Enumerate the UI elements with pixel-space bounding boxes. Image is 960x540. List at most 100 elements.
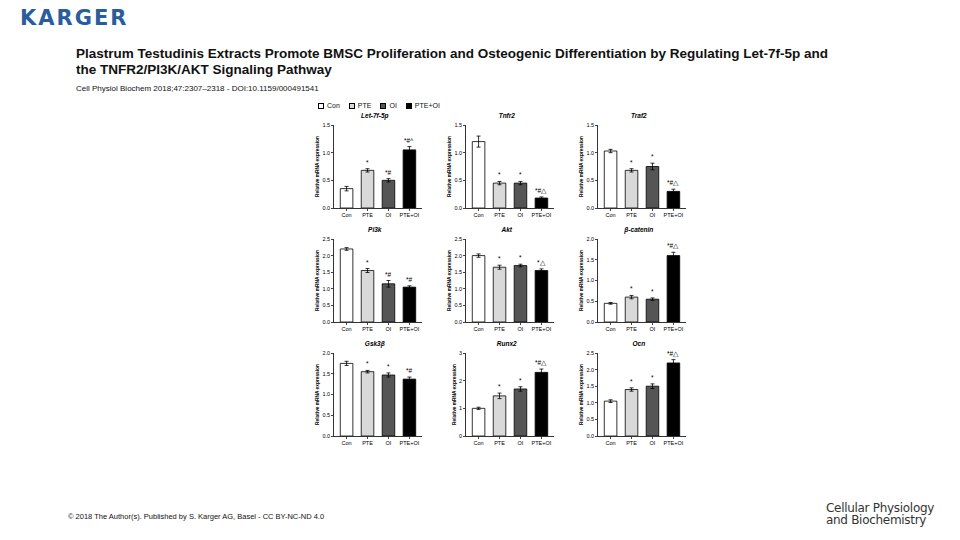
svg-text:0.0: 0.0 [322, 205, 330, 211]
svg-text:Traf2: Traf2 [631, 112, 647, 119]
svg-text:2.5: 2.5 [322, 236, 330, 242]
svg-text:PTE: PTE [494, 212, 505, 218]
svg-text:*: * [651, 153, 654, 160]
svg-text:Con: Con [474, 440, 484, 446]
svg-text:2.0: 2.0 [322, 350, 330, 356]
svg-text:*: * [630, 378, 633, 385]
svg-text:0: 0 [459, 433, 462, 439]
svg-text:*#△: *#△ [535, 187, 547, 194]
svg-text:Relative mRNA expression: Relative mRNA expression [447, 250, 452, 311]
svg-text:0.5: 0.5 [586, 298, 594, 304]
svg-text:1.5: 1.5 [586, 122, 594, 128]
svg-text:*#△: *#△ [667, 350, 679, 357]
svg-text:*#△: *#△ [667, 242, 679, 249]
svg-text:1.5: 1.5 [586, 383, 594, 389]
svg-text:2.5: 2.5 [586, 350, 594, 356]
svg-text:1.0: 1.0 [586, 150, 594, 156]
svg-text:Runx2: Runx2 [497, 340, 517, 347]
svg-text:1.5: 1.5 [322, 371, 330, 377]
svg-text:1.0: 1.0 [454, 286, 462, 292]
svg-text:*: * [498, 255, 501, 262]
svg-text:OI: OI [650, 212, 656, 218]
svg-text:Relative mRNA expression: Relative mRNA expression [579, 250, 584, 311]
svg-text:PTE+OI: PTE+OI [532, 440, 552, 446]
svg-text:PTE: PTE [626, 212, 637, 218]
svg-text:0.5: 0.5 [322, 412, 330, 418]
svg-text:*: * [387, 363, 390, 370]
svg-text:Con: Con [606, 440, 616, 446]
svg-text:Con: Con [606, 212, 616, 218]
svg-text:1.0: 1.0 [586, 400, 594, 406]
svg-text:PTE+OI: PTE+OI [532, 212, 552, 218]
svg-text:PTE: PTE [362, 212, 373, 218]
svg-text:0.5: 0.5 [586, 416, 594, 422]
svg-text:Akt: Akt [501, 226, 513, 233]
svg-text:Con: Con [474, 326, 484, 332]
svg-text:1.0: 1.0 [322, 150, 330, 156]
svg-text:*: * [366, 360, 369, 367]
svg-text:Relative mRNA expression: Relative mRNA expression [579, 136, 584, 197]
svg-text:Let-7f-5p: Let-7f-5p [361, 112, 388, 120]
svg-text:OI: OI [386, 212, 392, 218]
svg-text:*#△: *#△ [667, 179, 679, 186]
svg-text:2.0: 2.0 [454, 253, 462, 259]
svg-text:*: * [498, 383, 501, 390]
svg-text:PTE: PTE [626, 440, 637, 446]
svg-text:*#: *# [385, 271, 392, 278]
svg-text:PTE+OI: PTE+OI [664, 326, 684, 332]
svg-text:OI: OI [518, 212, 524, 218]
svg-text:1.5: 1.5 [322, 269, 330, 275]
svg-text:OI: OI [650, 326, 656, 332]
svg-text:*: * [519, 254, 522, 261]
svg-text:*#^: *#^ [404, 137, 414, 144]
svg-text:β-catenin: β-catenin [623, 226, 653, 234]
svg-text:*: * [630, 159, 633, 166]
svg-text:Relative mRNA expression: Relative mRNA expression [315, 364, 320, 425]
svg-text:Pi3k: Pi3k [368, 226, 382, 233]
svg-text:0.0: 0.0 [586, 319, 594, 325]
svg-text:*: * [366, 159, 369, 166]
svg-text:2.0: 2.0 [586, 367, 594, 373]
svg-text:2: 2 [459, 378, 462, 384]
svg-text:*△: *△ [537, 259, 546, 266]
svg-text:PTE: PTE [362, 326, 373, 332]
svg-text:1.5: 1.5 [322, 122, 330, 128]
svg-text:3: 3 [459, 350, 462, 356]
svg-text:1.5: 1.5 [454, 269, 462, 275]
svg-text:1.0: 1.0 [322, 391, 330, 397]
svg-text:1.0: 1.0 [322, 286, 330, 292]
svg-text:Con: Con [606, 326, 616, 332]
svg-text:Relative mRNA expression: Relative mRNA expression [315, 250, 320, 311]
svg-text:2.5: 2.5 [454, 236, 462, 242]
svg-text:*: * [651, 374, 654, 381]
svg-text:2.0: 2.0 [586, 236, 594, 242]
svg-text:PTE: PTE [626, 326, 637, 332]
svg-text:Con: Con [474, 212, 484, 218]
svg-text:Con: Con [342, 440, 352, 446]
svg-text:0.0: 0.0 [322, 433, 330, 439]
svg-text:*#: *# [385, 169, 392, 176]
svg-text:PTE: PTE [362, 440, 373, 446]
svg-text:Relative mRNA expression: Relative mRNA expression [579, 364, 584, 425]
svg-text:*: * [519, 377, 522, 384]
svg-text:*: * [630, 285, 633, 292]
svg-text:1: 1 [459, 405, 462, 411]
svg-text:Relative mRNA expression: Relative mRNA expression [452, 364, 457, 425]
svg-text:OI: OI [518, 440, 524, 446]
svg-text:0.5: 0.5 [322, 302, 330, 308]
svg-text:0.0: 0.0 [322, 319, 330, 325]
svg-text:PTE+OI: PTE+OI [400, 326, 420, 332]
svg-text:1.5: 1.5 [454, 122, 462, 128]
svg-text:0.5: 0.5 [454, 177, 462, 183]
svg-text:Relative mRNA expression: Relative mRNA expression [315, 136, 320, 197]
svg-text:Ocn: Ocn [632, 340, 645, 347]
svg-text:PTE+OI: PTE+OI [532, 326, 552, 332]
svg-text:Gsk3β: Gsk3β [365, 340, 385, 348]
svg-text:Con: Con [342, 326, 352, 332]
svg-text:PTE: PTE [494, 440, 505, 446]
svg-text:1.0: 1.0 [454, 150, 462, 156]
svg-text:PTE+OI: PTE+OI [400, 440, 420, 446]
svg-text:PTE+OI: PTE+OI [400, 212, 420, 218]
svg-text:OI: OI [650, 440, 656, 446]
svg-text:*: * [519, 171, 522, 178]
